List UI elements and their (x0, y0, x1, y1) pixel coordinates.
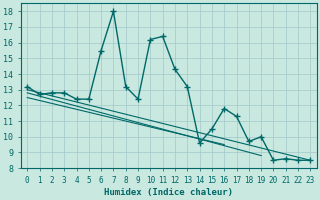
X-axis label: Humidex (Indice chaleur): Humidex (Indice chaleur) (104, 188, 233, 197)
